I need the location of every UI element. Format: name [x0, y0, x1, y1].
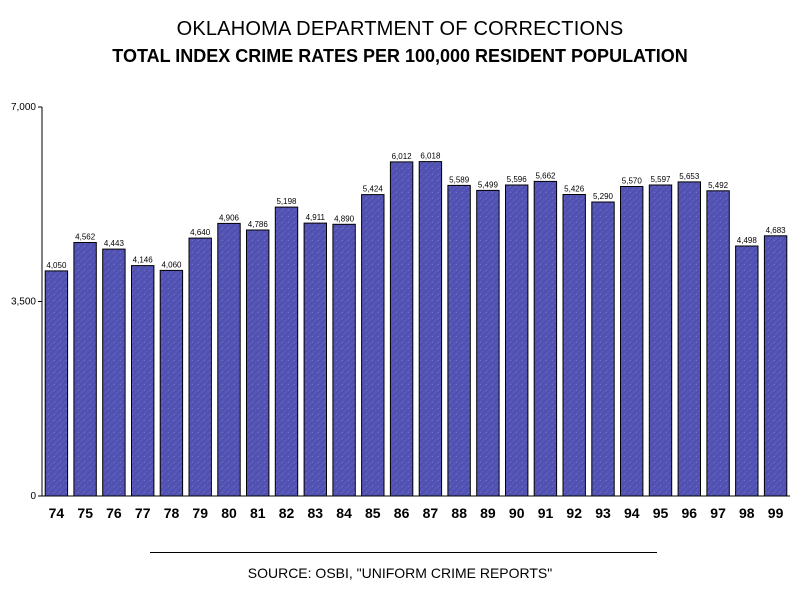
- bar-value-label: 4,562: [75, 233, 96, 242]
- bar-value-label: 5,492: [708, 181, 729, 190]
- x-tick-label: 95: [653, 505, 669, 521]
- x-tick-label: 76: [106, 505, 122, 521]
- bar: [361, 194, 385, 497]
- x-tick-label: 75: [77, 505, 93, 521]
- x-tick-label: 87: [423, 505, 439, 521]
- x-tick-label: 88: [451, 505, 467, 521]
- bar: [533, 180, 558, 497]
- x-tick-label: 74: [49, 505, 65, 521]
- bar-value-label: 5,653: [679, 172, 700, 181]
- bar: [476, 189, 500, 497]
- bar: [303, 222, 328, 497]
- chart-subtitle: TOTAL INDEX CRIME RATES PER 100,000 RESI…: [112, 46, 688, 66]
- x-tick-label: 89: [480, 505, 496, 521]
- bar-value-label: 5,596: [507, 175, 528, 184]
- bar: [188, 237, 212, 497]
- bar-value-label: 5,426: [564, 185, 585, 194]
- bar-value-label: 5,499: [478, 180, 499, 189]
- x-tick-label: 81: [250, 505, 266, 521]
- x-tick-label: 98: [739, 505, 755, 521]
- x-tick-label: 86: [394, 505, 410, 521]
- bar: [217, 222, 241, 497]
- x-tick-label: 83: [308, 505, 324, 521]
- y-tick-label: 3,500: [11, 297, 36, 308]
- bar: [73, 242, 97, 497]
- bar: [274, 206, 299, 497]
- bar-value-label: 4,911: [306, 213, 326, 222]
- bar-value-label: 5,424: [363, 185, 384, 194]
- x-tick-label: 80: [221, 505, 237, 521]
- bar: [706, 190, 730, 497]
- bar: [102, 248, 126, 497]
- bar-value-label: 4,443: [104, 239, 125, 248]
- bar-value-label: 4,498: [737, 236, 758, 245]
- bar-value-label: 4,640: [190, 228, 211, 237]
- bar: [620, 186, 644, 497]
- source-divider: [150, 552, 657, 553]
- bar-value-label: 5,198: [276, 197, 297, 206]
- bar: [677, 181, 701, 497]
- x-tick-label: 97: [710, 505, 726, 521]
- bar: [735, 245, 759, 497]
- x-tick-label: 91: [538, 505, 554, 521]
- x-tick-label: 84: [336, 505, 352, 521]
- bar-value-label: 6,012: [392, 152, 413, 161]
- bar-value-label: 4,683: [766, 226, 787, 235]
- bar-value-label: 4,890: [334, 214, 355, 223]
- bar: [159, 269, 184, 497]
- x-tick-label: 92: [566, 505, 582, 521]
- bar-value-label: 5,597: [650, 175, 671, 184]
- bar-value-label: 5,589: [449, 175, 470, 184]
- x-tick-label: 96: [682, 505, 698, 521]
- bar-value-label: 4,786: [248, 220, 269, 229]
- source-note: SOURCE: OSBI, "UNIFORM CRIME REPORTS": [247, 565, 553, 581]
- bar: [246, 229, 270, 497]
- bar-value-label: 4,050: [46, 261, 67, 270]
- y-tick-label: 0: [30, 491, 36, 502]
- bar: [389, 161, 414, 497]
- bar-value-label: 4,146: [133, 256, 154, 265]
- x-tick-label: 94: [624, 505, 640, 521]
- bar: [648, 184, 673, 497]
- x-tick-label: 77: [135, 505, 151, 521]
- bar: [562, 194, 586, 497]
- bar: [505, 184, 529, 497]
- x-tick-label: 79: [192, 505, 208, 521]
- bar: [332, 223, 356, 497]
- chart-bars: [44, 161, 788, 497]
- bar-value-label: 6,018: [420, 152, 441, 161]
- bar-value-label: 4,060: [161, 260, 182, 269]
- bar-value-label: 5,662: [535, 171, 556, 180]
- x-tick-label: 90: [509, 505, 525, 521]
- x-tick-label: 99: [768, 505, 784, 521]
- bar: [131, 265, 155, 497]
- bar: [447, 184, 471, 497]
- x-tick-label: 82: [279, 505, 295, 521]
- bar: [44, 270, 69, 497]
- x-tick-label: 85: [365, 505, 381, 521]
- bar-value-label: 5,570: [622, 177, 643, 186]
- y-tick-label: 7,000: [11, 102, 36, 113]
- x-tick-label: 93: [595, 505, 611, 521]
- chart-labels: 4,050 74 4,562 75 4,443 76 4,146 77 4,060 78 4,640…: [46, 152, 786, 521]
- bar: [418, 161, 443, 497]
- chart-title: OKLAHOMA DEPARTMENT OF CORRECTIONS: [176, 18, 624, 40]
- bar: [591, 201, 615, 497]
- x-tick-label: 78: [164, 505, 180, 521]
- bar: [763, 235, 788, 497]
- bar-value-label: 4,906: [219, 213, 240, 222]
- bar-value-label: 5,290: [593, 192, 614, 201]
